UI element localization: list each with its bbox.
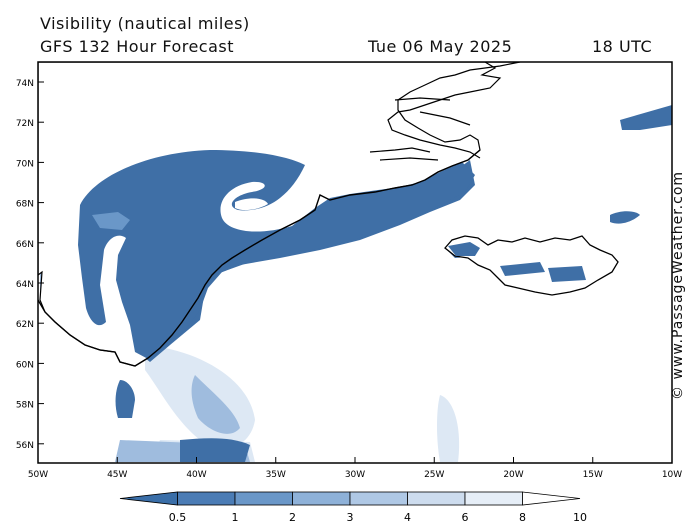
lat-label: 66N	[16, 240, 34, 250]
lat-label: 64N	[16, 280, 34, 290]
lon-label: 50W	[28, 470, 48, 480]
latitude-axis: 74N 72N 70N 68N 66N 64N 62N 60N 58N 56N	[16, 79, 44, 451]
lon-label: 40W	[186, 470, 206, 480]
legend-label: 8	[519, 511, 526, 524]
lat-label: 68N	[16, 200, 34, 210]
forecast-subtitle: GFS 132 Hour Forecast	[40, 37, 235, 56]
legend-swatch	[177, 491, 236, 506]
legend-label: 1	[232, 511, 239, 524]
longitude-axis: 50W 45W 40W 35W 30W 25W 20W 15W 10W	[28, 457, 682, 480]
lon-label: 20W	[503, 470, 523, 480]
visibility-legend: 0.5 1 2 3 4 6 8 10	[119, 491, 587, 524]
map-title: Visibility (nautical miles)	[40, 14, 250, 33]
iceland-low-visibility	[448, 242, 586, 282]
greenland-low-visibility	[78, 150, 475, 360]
legend-label: 2	[289, 511, 296, 524]
legend-label: 6	[462, 511, 469, 524]
legend-swatch	[522, 491, 581, 506]
lon-label: 45W	[107, 470, 127, 480]
legend-swatch	[292, 491, 351, 506]
legend-label: 4	[404, 511, 411, 524]
lat-label: 58N	[16, 401, 34, 411]
northeast-coastline	[387, 62, 502, 159]
legend-label: 0.5	[169, 511, 187, 524]
website-credit: © www.PassageWeather.com	[670, 170, 686, 400]
lat-label: 60N	[16, 360, 34, 370]
map-area	[38, 62, 672, 463]
legend-swatch	[407, 491, 466, 506]
lat-label: 70N	[16, 159, 34, 169]
lat-label: 74N	[16, 79, 34, 89]
lat-label: 62N	[16, 320, 34, 330]
lat-label: 72N	[16, 119, 34, 129]
legend-swatch	[464, 491, 523, 506]
legend-label: 10	[573, 511, 587, 524]
legend-swatch	[234, 491, 293, 506]
forecast-time: 18 UTC	[592, 37, 653, 56]
greenland-coastline	[38, 149, 481, 367]
lon-label: 10W	[662, 470, 682, 480]
lat-label: 56N	[16, 441, 34, 451]
lon-label: 35W	[266, 470, 286, 480]
lon-label: 15W	[583, 470, 603, 480]
forecast-date: Tue 06 May 2025	[368, 37, 513, 56]
legend-swatch	[119, 491, 178, 506]
lon-label: 30W	[345, 470, 365, 480]
legend-swatch	[349, 491, 408, 506]
fjord-lines	[369, 97, 471, 161]
lon-label: 25W	[424, 470, 444, 480]
legend-label: 3	[347, 511, 354, 524]
